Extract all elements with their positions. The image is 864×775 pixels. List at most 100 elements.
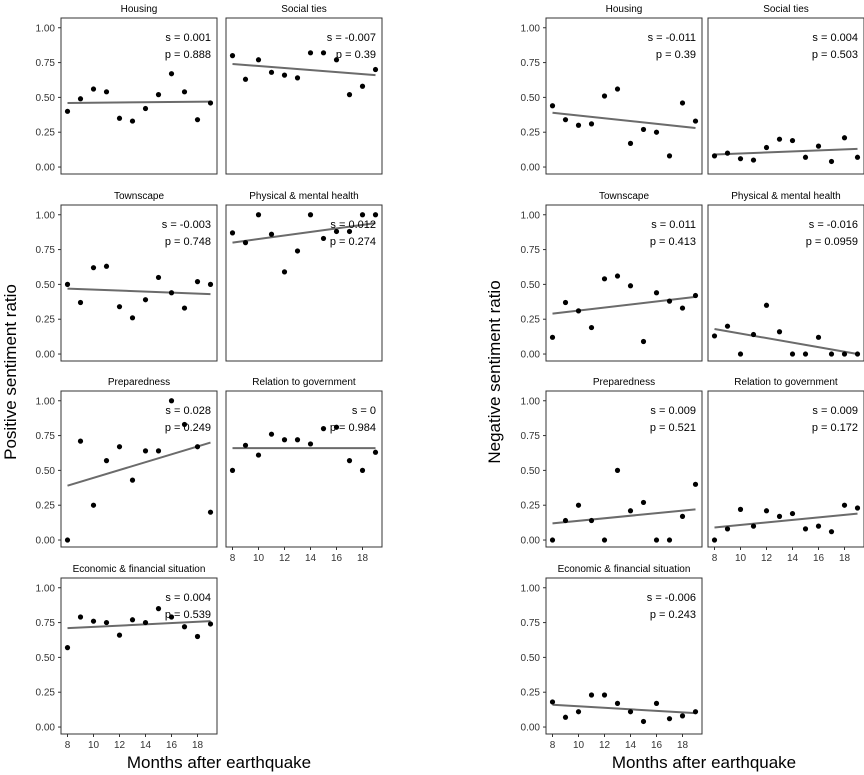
data-point xyxy=(575,308,582,314)
data-point xyxy=(129,315,136,321)
y-tick-label: 0.00 xyxy=(36,536,56,547)
y-tick-label: 0.75 xyxy=(521,431,541,442)
data-point xyxy=(841,351,848,357)
data-point xyxy=(640,499,647,506)
p-value-label: p = 0.413 xyxy=(650,236,696,248)
panel-pos-social: Social ties s = -0.007 p = 0.39 xyxy=(225,4,383,175)
y-tick-label: 0.00 xyxy=(521,536,541,547)
fit-line xyxy=(714,327,858,356)
data-point xyxy=(194,633,201,640)
data-point xyxy=(307,212,314,218)
panel-frame xyxy=(60,390,218,548)
data-point xyxy=(168,398,175,404)
p-value-label: p = 0.888 xyxy=(165,49,211,61)
y-tick-label: 1.00 xyxy=(36,210,56,221)
data-point xyxy=(90,618,97,624)
data-point xyxy=(750,157,757,163)
data-point xyxy=(281,269,288,275)
data-point xyxy=(168,71,175,77)
y-tick-label: 0.25 xyxy=(36,128,56,139)
y-tick-label: 0.00 xyxy=(521,350,541,361)
data-point xyxy=(268,431,275,437)
panel-pos-townscape: Townscape 0.00 0.25 0.50 0.75 1.00 s = -0.003 p… xyxy=(36,191,218,362)
data-point xyxy=(103,619,110,626)
data-point xyxy=(181,305,188,311)
data-point xyxy=(116,115,123,121)
data-point xyxy=(307,441,314,447)
y-tick-label: 0.75 xyxy=(36,58,56,69)
data-point xyxy=(229,467,236,473)
data-point xyxy=(763,302,770,308)
x-tick-label: 14 xyxy=(305,553,317,564)
slope-label: s = 0.011 xyxy=(651,219,696,231)
x-tick-label: 10 xyxy=(253,553,265,564)
data-point xyxy=(575,709,582,715)
panel-title: Housing xyxy=(606,4,643,15)
data-point xyxy=(828,158,835,165)
x-tick-label: 14 xyxy=(140,740,152,751)
y-tick-label: 1.00 xyxy=(36,396,56,407)
panel-pos-economic: Economic & financial situation 0.00 0.25 0.… xyxy=(36,564,218,751)
data-point xyxy=(763,144,770,151)
data-point xyxy=(181,624,188,630)
data-point xyxy=(614,467,621,473)
x-tick-label: 18 xyxy=(192,740,204,751)
panel-frame xyxy=(225,204,383,362)
data-point xyxy=(372,449,379,455)
data-point xyxy=(242,240,249,246)
y-tick-label: 0.25 xyxy=(521,688,541,699)
data-point xyxy=(724,150,731,156)
data-point xyxy=(64,537,71,543)
y-tick-label: 0.75 xyxy=(521,618,541,629)
data-point xyxy=(64,281,71,287)
data-point xyxy=(575,502,582,508)
p-value-label: p = 0.243 xyxy=(650,609,696,621)
fit-line xyxy=(232,62,376,77)
x-tick-label: 14 xyxy=(787,553,799,564)
data-point xyxy=(207,100,214,106)
y-tick-label: 0.75 xyxy=(36,618,56,629)
data-point xyxy=(181,421,188,428)
x-tick-label: 18 xyxy=(357,553,369,564)
data-point xyxy=(763,508,770,514)
panel-frame xyxy=(545,204,703,362)
y-tick-label: 0.00 xyxy=(36,163,56,174)
panel-title: Economic & financial situation xyxy=(558,564,691,575)
data-point xyxy=(207,281,214,287)
data-point xyxy=(242,76,249,82)
panel-frame xyxy=(707,204,864,362)
data-point xyxy=(142,448,149,454)
panel-frame xyxy=(545,17,703,175)
data-point xyxy=(64,645,71,651)
x-tick-label: 14 xyxy=(625,740,637,751)
data-point xyxy=(549,334,556,340)
y-tick-label: 0.25 xyxy=(36,315,56,326)
p-value-label: p = 0.521 xyxy=(650,422,696,434)
y-tick-label: 0.50 xyxy=(521,93,541,104)
fit-line xyxy=(552,508,696,525)
data-point xyxy=(692,118,699,124)
panel-title: Housing xyxy=(121,4,158,15)
data-point xyxy=(90,502,97,508)
data-point xyxy=(588,692,595,698)
data-point xyxy=(168,614,175,620)
data-point xyxy=(562,714,569,720)
data-point xyxy=(679,713,686,719)
data-point xyxy=(549,699,556,705)
panel-frame xyxy=(60,204,218,362)
data-point xyxy=(320,50,327,56)
data-point xyxy=(854,154,861,160)
data-point xyxy=(255,452,262,458)
data-point xyxy=(776,136,783,142)
panel-frame xyxy=(225,17,383,175)
data-point xyxy=(854,505,861,511)
fit-line xyxy=(552,111,696,130)
data-point xyxy=(828,529,835,535)
panel-title: Townscape xyxy=(114,191,164,202)
x-tick-label: 16 xyxy=(166,740,178,751)
data-point xyxy=(627,283,634,289)
slope-label: s = 0.004 xyxy=(812,32,858,44)
data-point xyxy=(841,502,848,508)
data-point xyxy=(194,279,201,285)
data-point xyxy=(562,517,569,524)
